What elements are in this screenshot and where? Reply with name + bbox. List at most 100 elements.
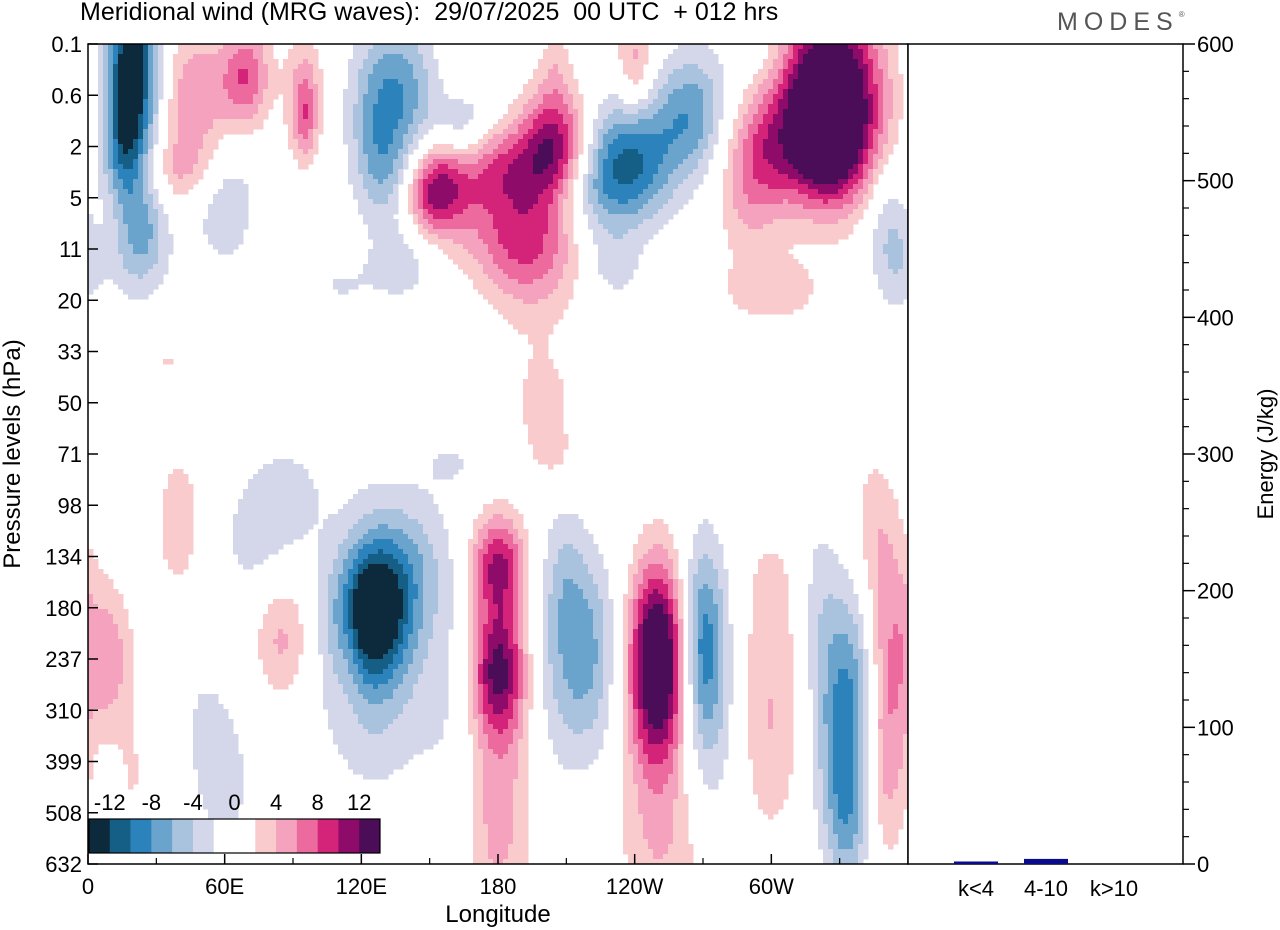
heatmap-cell [378, 94, 404, 100]
heatmap-cell [553, 689, 574, 695]
heatmap-cell [893, 634, 904, 640]
heatmap-cell [813, 729, 819, 735]
heatmap-cell [833, 689, 854, 695]
heatmap-cell [808, 184, 844, 190]
heatmap-cell [883, 769, 899, 775]
heatmap-cell [513, 639, 519, 645]
heatmap-cell [738, 114, 744, 120]
heatmap-cell [898, 699, 908, 705]
heatmap-cell [858, 779, 864, 785]
heatmap-cell [623, 679, 629, 685]
heatmap-cell [558, 279, 574, 285]
heatmap-cell [713, 119, 719, 125]
heatmap-cell [398, 79, 419, 85]
heatmap-cell [703, 584, 709, 590]
heatmap-cell [673, 124, 689, 130]
heatmap-cell [283, 649, 304, 655]
heatmap-cell [153, 84, 159, 90]
heatmap-cell [103, 59, 109, 65]
heatmap-cell [563, 229, 574, 235]
heatmap-cell [638, 609, 644, 615]
heatmap-cell [563, 184, 569, 190]
heatmap-cell [778, 69, 784, 75]
heatmap-cell [878, 214, 908, 220]
heatmap-cell [813, 549, 834, 555]
heatmap-cell [868, 574, 879, 580]
logo-text: MODES [1057, 8, 1179, 36]
heatmap-cell [463, 269, 484, 275]
heatmap-cell [518, 644, 524, 650]
heatmap-cell [838, 674, 849, 680]
heatmap-cell [418, 199, 424, 205]
heatmap-cell [693, 629, 699, 635]
heatmap-cell [813, 719, 819, 725]
heatmap-cell [743, 124, 749, 130]
heatmap-cell [903, 679, 908, 685]
heatmap-cell [673, 769, 679, 775]
heatmap-cell [218, 189, 249, 195]
heatmap-cell [833, 749, 854, 755]
heatmap-cell [598, 244, 644, 250]
heatmap-cell [413, 694, 449, 700]
heatmap-cell [543, 604, 549, 610]
heatmap-cell [598, 259, 639, 265]
heatmap-cell [483, 634, 489, 640]
heatmap-cell [528, 339, 549, 345]
heatmap-cell [318, 589, 329, 595]
heatmap-cell [368, 164, 394, 170]
heatmap-cell [393, 169, 399, 175]
heatmap-cell [518, 554, 524, 560]
heatmap-cell [563, 79, 579, 85]
heatmap-cell [868, 474, 884, 480]
heatmap-cell [468, 624, 474, 630]
heatmap-cell [678, 749, 684, 755]
heatmap-cell [588, 199, 599, 205]
heatmap-cell [98, 69, 104, 75]
heatmap-cell [888, 264, 904, 270]
heatmap-cell [523, 734, 529, 740]
heatmap-cell [643, 664, 674, 670]
heatmap-cell [178, 49, 219, 55]
heatmap-cell [178, 94, 229, 100]
heatmap-cell [868, 569, 879, 575]
heatmap-cell [533, 444, 569, 450]
heatmap-cell [628, 684, 634, 690]
heatmap-cell [828, 804, 839, 810]
heatmap-cell [858, 719, 864, 725]
heatmap-cell [233, 54, 254, 60]
heatmap-cell [698, 84, 714, 90]
heatmap-cell [158, 254, 169, 260]
heatmap-cell [493, 159, 514, 165]
heatmap-cell [368, 84, 384, 90]
heatmap-cell [128, 239, 149, 245]
heatmap-cell [303, 109, 309, 115]
heatmap-cell [698, 529, 714, 535]
heatmap-cell [403, 549, 419, 555]
heatmap-cell [343, 504, 439, 510]
heatmap-cell [633, 179, 654, 185]
heatmap-cell [148, 49, 154, 55]
heatmap-cell [528, 99, 544, 105]
heatmap-cell [708, 584, 719, 590]
heatmap-cell [693, 684, 699, 690]
heatmap-cell [378, 144, 389, 150]
heatmap-cell [873, 114, 879, 120]
heatmap-cell [248, 69, 259, 75]
heatmap-cell [408, 59, 424, 65]
heatmap-cell [643, 579, 649, 585]
heatmap-cell [843, 599, 859, 605]
heatmap-cell [568, 134, 574, 140]
heatmap-cell [593, 624, 604, 630]
heatmap-cell [828, 199, 854, 205]
heatmap-cell [553, 64, 559, 70]
heatmap-cell [328, 619, 334, 625]
heatmap-cell [493, 499, 509, 505]
heatmap-cell [898, 269, 908, 275]
heatmap-cell [653, 114, 679, 120]
heatmap-cell [123, 209, 149, 215]
heatmap-cell [148, 99, 154, 105]
heatmap-cell [558, 599, 589, 605]
heatmap-cell [558, 179, 564, 185]
heatmap-cell [668, 719, 674, 725]
heatmap-cell [483, 814, 514, 820]
